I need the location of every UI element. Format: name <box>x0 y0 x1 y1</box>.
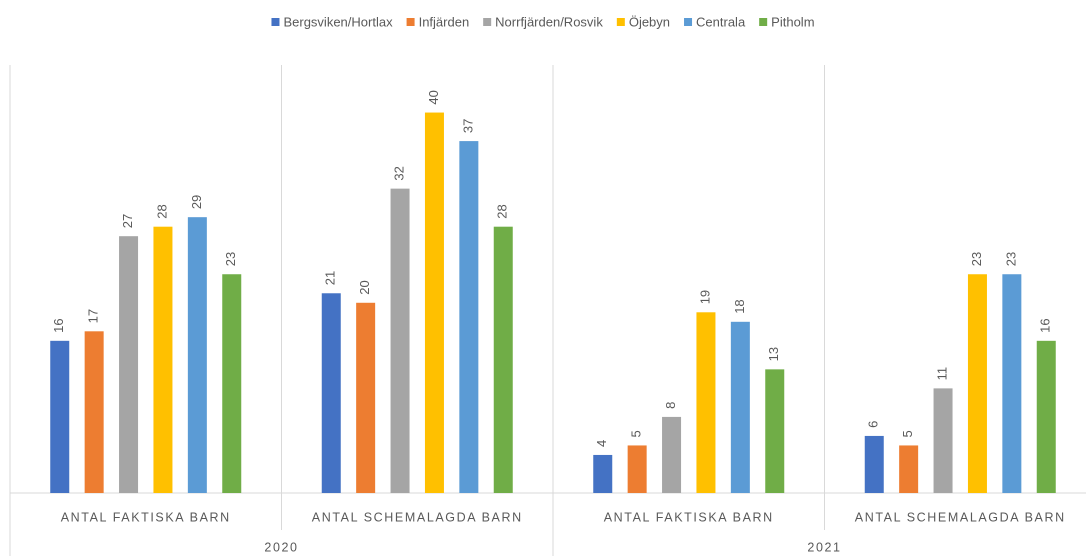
data-label: 23 <box>223 252 238 266</box>
legend-label: Infjärden <box>419 14 470 29</box>
data-label: 20 <box>357 280 372 294</box>
data-label: 17 <box>86 309 101 323</box>
bar <box>187 217 207 493</box>
legend-label: Öjebyn <box>629 14 670 29</box>
data-label: 6 <box>866 421 881 428</box>
bar <box>153 226 173 493</box>
data-label: 27 <box>120 214 135 228</box>
bar <box>662 416 682 493</box>
data-label: 19 <box>697 290 712 304</box>
data-label: 23 <box>1003 252 1018 266</box>
data-label: 21 <box>323 271 338 285</box>
legend-label: Pitholm <box>771 14 814 29</box>
bar <box>696 312 716 493</box>
legend-swatch <box>616 18 625 26</box>
bar <box>765 369 785 493</box>
bar <box>50 340 70 493</box>
bar <box>424 112 444 494</box>
legend-swatch <box>406 18 415 26</box>
data-label: 29 <box>189 195 204 209</box>
data-label: 8 <box>663 402 678 409</box>
bar <box>1036 340 1056 493</box>
bar <box>222 274 242 493</box>
legend-swatch <box>271 18 280 26</box>
data-label: 37 <box>460 119 475 133</box>
legend-label: Centrala <box>696 14 746 29</box>
x-tick-label: ANTAL FAKTISKA BARN <box>604 510 774 524</box>
data-label: 16 <box>1038 318 1053 332</box>
data-label: 16 <box>51 318 66 332</box>
bar <box>119 236 139 493</box>
bar <box>84 331 104 493</box>
bar <box>493 226 513 493</box>
data-label: 40 <box>426 90 441 104</box>
bar <box>864 435 884 493</box>
data-label: 28 <box>154 204 169 218</box>
bar <box>933 388 953 493</box>
bar <box>1002 274 1022 493</box>
x-tick-label: ANTAL FAKTISKA BARN <box>61 510 231 524</box>
data-label: 28 <box>495 204 510 218</box>
bar <box>459 141 479 494</box>
group-label: 2020 <box>264 540 298 554</box>
legend-swatch <box>759 18 768 26</box>
bar <box>390 188 410 493</box>
data-label: 23 <box>969 252 984 266</box>
x-tick-label: ANTAL SCHEMALAGDA BARN <box>312 510 523 524</box>
legend-swatch <box>684 18 693 26</box>
bar <box>730 321 750 493</box>
legend-label: Bergsviken/Hortlax <box>283 14 393 29</box>
data-label: 5 <box>900 430 915 437</box>
bar <box>593 454 613 493</box>
bar <box>356 302 376 493</box>
data-label: 5 <box>629 430 644 437</box>
data-label: 13 <box>766 347 781 361</box>
bar <box>967 274 987 493</box>
bar <box>627 445 647 493</box>
data-label: 32 <box>391 166 406 180</box>
x-tick-label: ANTAL SCHEMALAGDA BARN <box>855 510 1066 524</box>
group-label: 2021 <box>807 540 841 554</box>
data-label: 4 <box>594 440 609 447</box>
data-label: 11 <box>934 367 949 381</box>
data-label: 18 <box>732 299 747 313</box>
bar <box>321 293 341 493</box>
legend-swatch <box>483 18 492 26</box>
legend-label: Norrfjärden/Rosvik <box>495 14 603 29</box>
bar <box>899 445 919 493</box>
